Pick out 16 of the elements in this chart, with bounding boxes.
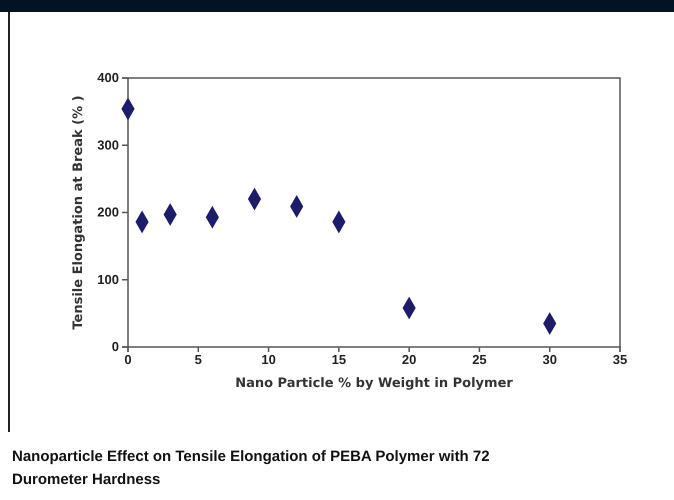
y-tick-label: 300 (97, 137, 119, 152)
x-tick-label: 20 (402, 352, 416, 368)
x-tick-label: 0 (124, 352, 132, 368)
y-tick-label: 100 (97, 272, 119, 287)
x-tick-label: 25 (472, 352, 487, 368)
y-tick-label: 0 (112, 339, 119, 354)
x-tick-label: 10 (261, 352, 276, 368)
y-tick-label: 400 (97, 70, 119, 86)
y-tick-label: 200 (97, 204, 119, 220)
x-axis-title: Nano Particle % by Weight in Polymer (235, 376, 514, 391)
x-tick-label: 15 (332, 352, 346, 368)
text: Nanoparticle Effect on Tensile Elongation of PEBA Polymer with 72 Durometer Hardness (12, 447, 491, 490)
y-axis-title: Tensile Elongation at Break (% ) (71, 95, 86, 330)
x-tick-label: 30 (542, 352, 557, 368)
x-tick-label: 5 (194, 352, 202, 368)
x-tick-label: 35 (612, 352, 628, 368)
